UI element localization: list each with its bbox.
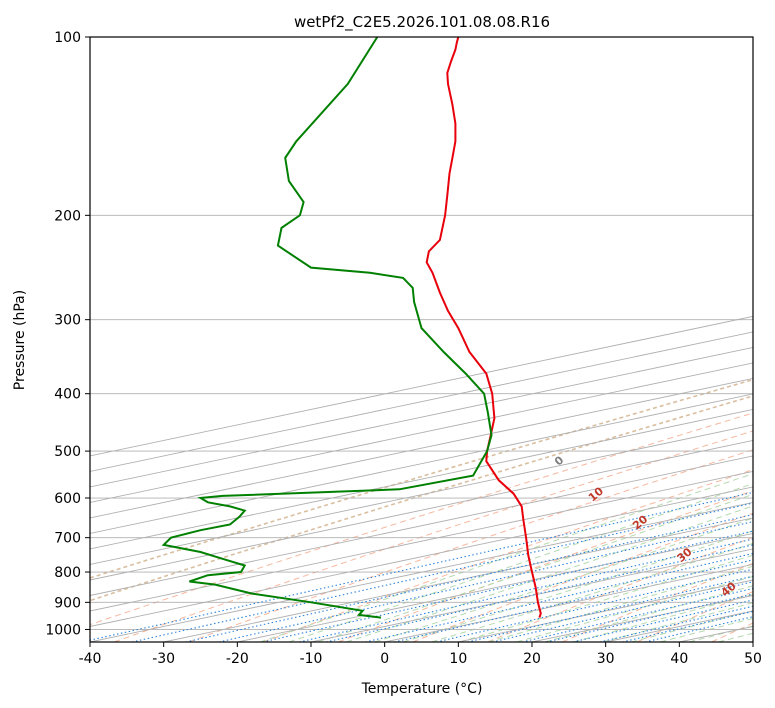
plot-frame: [89, 36, 754, 643]
isotherm-line: [163, 517, 753, 642]
moist-adiabat-line: [402, 530, 753, 642]
x-tick-label: 10: [449, 651, 467, 667]
mixing-ratio-line: [492, 581, 753, 642]
mixing-ratio-line: [185, 513, 753, 642]
mixing-ratio-line: [521, 587, 753, 642]
plot-content: 0.10.20.40.611.52346810131620253036-100-…: [90, 37, 753, 642]
mixing-ratio-line: [572, 599, 753, 642]
x-tick-label: -10: [300, 651, 323, 667]
isotherm-line: [90, 408, 753, 550]
isotherm-line: [90, 486, 753, 627]
x-tick-label: -30: [152, 651, 175, 667]
isotherm-line: [90, 455, 753, 596]
chart-title: wetPf2_C2E5.2026.101.08.08.R16: [294, 13, 550, 32]
isotherm-line: [752, 641, 753, 642]
x-tick-label: 50: [744, 651, 762, 667]
y-tick-label: 700: [54, 531, 81, 547]
x-tick-label: 30: [597, 651, 615, 667]
dewpoint-line: [161, 37, 493, 619]
moist-adiabat-line: [544, 585, 753, 642]
y-tick-label: 200: [54, 208, 81, 224]
outer-arc-line: [90, 395, 753, 602]
moist-adiabat-line: [487, 565, 753, 642]
dry-adiabat-line: [188, 449, 753, 642]
y-tick-label: 1000: [45, 622, 81, 638]
y-axis-ticks: 100 200 300 400 500 600 700 800 900 1000: [45, 30, 90, 638]
isotherm-line: [237, 533, 753, 642]
plot-area: [90, 37, 753, 642]
x-tick-label: -40: [79, 651, 102, 667]
isotherm-line: [90, 470, 753, 612]
moist-adiabat-line: [288, 483, 753, 642]
y-tick-label: 600: [54, 491, 81, 507]
sounding-series: [161, 37, 542, 619]
x-tick-label: 40: [670, 651, 688, 667]
isotherm-line: [90, 315, 753, 457]
dry-adiabat-line: [90, 412, 753, 626]
dry-adiabat-line: [412, 512, 753, 642]
x-axis-label: Temperature (°C): [361, 681, 483, 697]
x-tick-label: -20: [226, 651, 249, 667]
y-tick-label: 100: [54, 30, 81, 46]
x-axis-ticks: -40 -30 -20 -10 0 10 20 30 40 50: [79, 642, 762, 667]
y-tick-label: 400: [54, 387, 81, 403]
y-tick-label: 500: [54, 444, 81, 460]
x-tick-label: 0: [380, 651, 389, 667]
mixing-ratio-line: [131, 502, 753, 642]
isotherm-line: [90, 439, 753, 581]
isotherm-line: [90, 424, 753, 565]
temperature-line: [425, 37, 542, 618]
y-axis-label: Pressure (hPa): [12, 290, 28, 390]
isotherm-line: [90, 331, 753, 472]
dry-adiabat-line: [487, 536, 753, 642]
x-tick-label: 20: [523, 651, 541, 667]
mixing-ratio-line: [546, 593, 753, 642]
mixing-ratio-line: [262, 530, 753, 642]
isotherm-line: [90, 501, 753, 642]
y-tick-label: 800: [54, 565, 81, 581]
y-tick-label: 900: [54, 595, 81, 611]
moist-adiabat-line: [317, 493, 753, 642]
moist-adiabat-line: [459, 554, 753, 642]
y-tick-label: 300: [54, 313, 81, 329]
isotherms: [90, 315, 753, 642]
dry-adiabat-line: [263, 469, 753, 642]
